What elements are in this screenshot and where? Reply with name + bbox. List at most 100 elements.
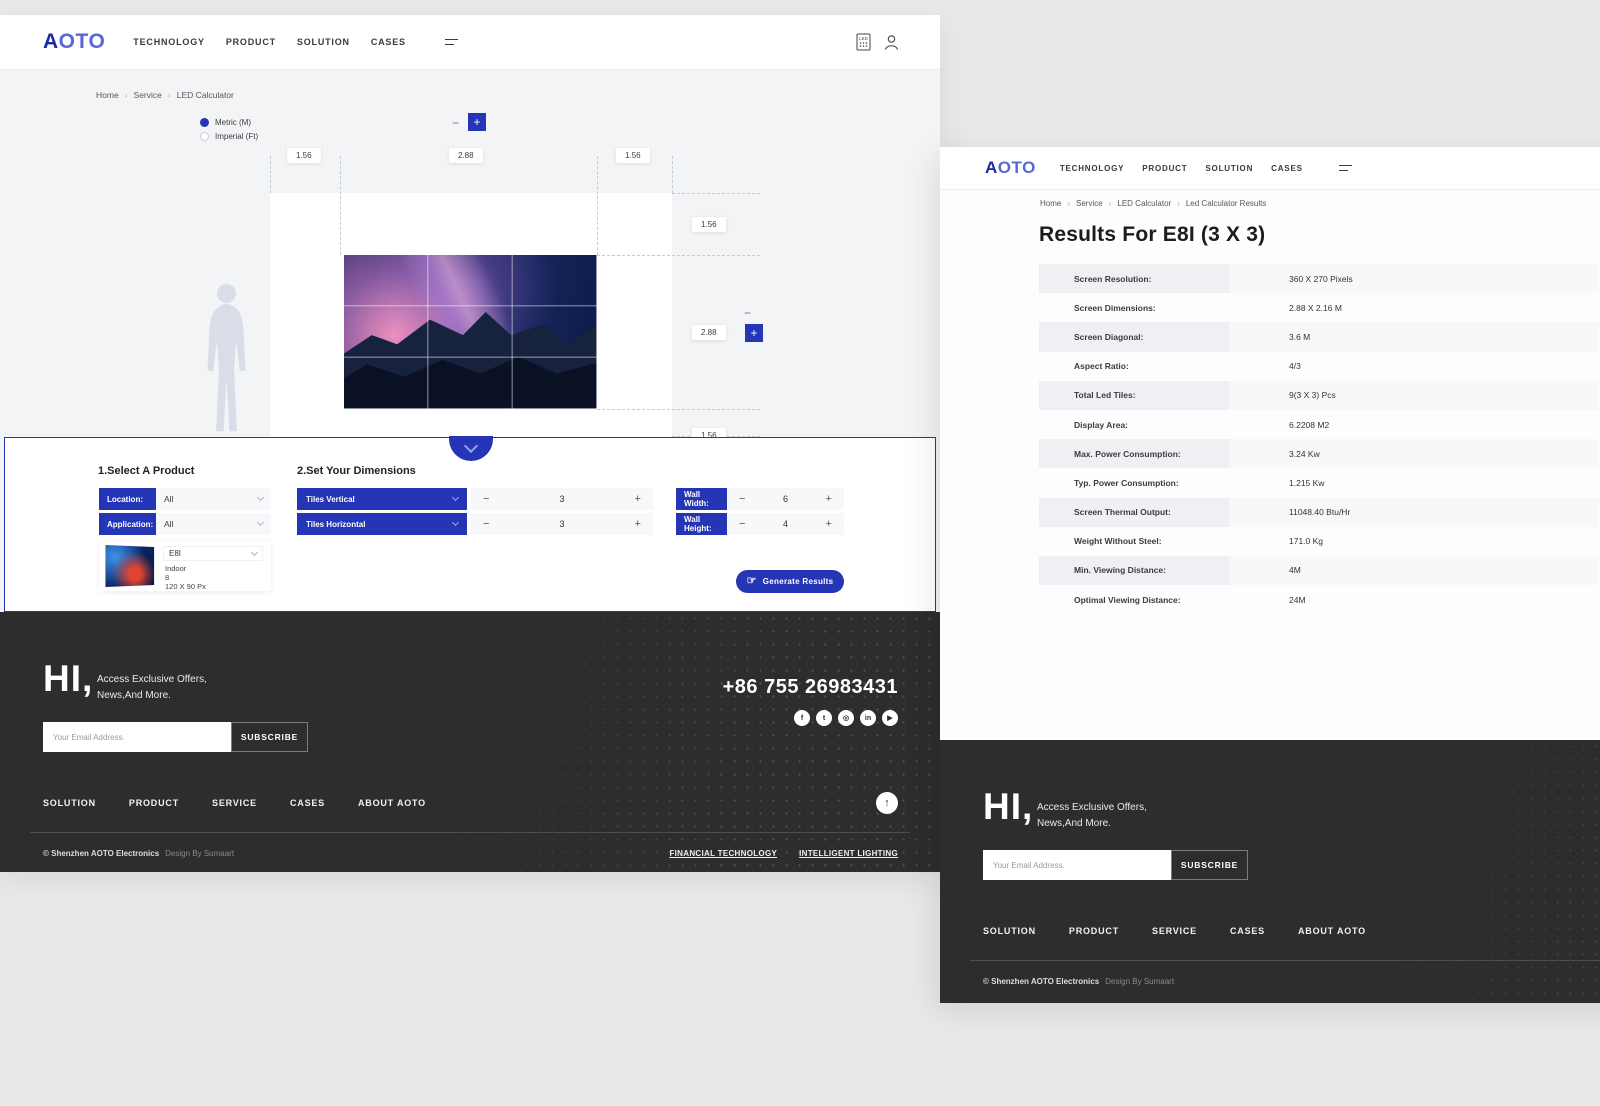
application-dropdown[interactable]: All [156, 513, 271, 535]
wall-width-increment[interactable]: + [825, 493, 832, 505]
product-type: Indoor [165, 564, 187, 573]
product-model: E8I [169, 549, 182, 558]
tiles-horizontal-decrement[interactable]: − [483, 518, 490, 530]
footer-nav-service[interactable]: SERVICE [1152, 926, 1197, 936]
nav-product[interactable]: PRODUCT [1142, 163, 1188, 173]
youtube-icon[interactable]: ▶ [882, 710, 898, 726]
row-label: Optimal Viewing Distance: [1074, 594, 1181, 605]
metric-radio-row: Metric (M) [200, 118, 251, 127]
footer-nav-about[interactable]: ABOUT AOTO [1297, 926, 1366, 936]
tiles-vertical-decrement[interactable]: − [483, 493, 490, 505]
nav-product[interactable]: PRODUCT [225, 37, 276, 47]
subscribe-button[interactable]: SUBSCRIBE [231, 722, 308, 752]
breadcrumb-home[interactable]: Home [1040, 199, 1062, 208]
linkedin-icon[interactable]: in [860, 710, 876, 726]
row-label: Weight Without Steel: [1074, 536, 1162, 547]
design-credit: Design By Sumaart [1105, 977, 1175, 986]
tiles-vertical-increment[interactable]: + [634, 493, 641, 505]
nav-technology[interactable]: TECHNOLOGY [133, 37, 205, 47]
row-label: Total Led Tiles: [1039, 380, 1229, 410]
footer-nav-product[interactable]: PRODUCT [1068, 926, 1120, 936]
product-model-dropdown[interactable]: E8I [163, 546, 263, 561]
calculator-stage: Metric (M) Imperial (Ft) − + 1.56 2.88 1… [0, 70, 940, 443]
footer-nav-cases[interactable]: CASES [289, 798, 325, 808]
instagram-icon[interactable]: ◎ [838, 710, 854, 726]
tiles-horizontal-increment[interactable]: + [634, 518, 641, 530]
table-row: Min. Viewing Distance: 4M [1039, 555, 1599, 586]
side-zoom-out-button[interactable]: − [744, 306, 752, 320]
dimension-chip-top-right: 1.56 [616, 148, 650, 163]
footer-nav-service[interactable]: SERVICE [212, 798, 257, 808]
menu-icon[interactable] [1338, 164, 1352, 173]
tiles-vertical-dropdown[interactable]: Tiles Vertical [297, 488, 467, 510]
metric-radio[interactable] [200, 118, 209, 127]
footer-nav: SOLUTION PRODUCT SERVICE CASES ABOUT AOT… [983, 926, 1366, 936]
footer-nav-about[interactable]: ABOUT AOTO [357, 798, 426, 808]
breadcrumb: Home Service LED Calculator [96, 90, 234, 100]
row-value: 3.24 Kw [1229, 439, 1599, 469]
location-label: Location: [99, 488, 156, 510]
product-pitch: 8 [165, 573, 170, 582]
imperial-label: Imperial (Ft) [215, 132, 259, 141]
led-screen-preview [344, 255, 597, 409]
wall-height-decrement[interactable]: − [739, 518, 746, 530]
footer-nav-solution[interactable]: SOLUTION [43, 798, 96, 808]
tile-grid-overlay [344, 255, 597, 409]
dimension-guide [672, 193, 760, 194]
wall-height-increment[interactable]: + [825, 518, 832, 530]
generate-results-label: Generate Results [762, 577, 834, 586]
newsletter-form: SUBSCRIBE [43, 722, 308, 752]
breadcrumb-results: Led Calculator Results [1185, 199, 1267, 208]
breadcrumb-service[interactable]: Service [133, 90, 162, 100]
aoto-logo[interactable]: AOTO [43, 30, 106, 53]
dimension-chip-top-center: 2.88 [449, 148, 483, 163]
nav-solution[interactable]: SOLUTION [296, 37, 350, 47]
nav-cases[interactable]: CASES [370, 37, 406, 47]
main-nav: TECHNOLOGY PRODUCT SOLUTION CASES [1060, 164, 1352, 173]
nav-solution[interactable]: SOLUTION [1205, 163, 1254, 173]
wall-height-label: Wall Height: [676, 513, 727, 535]
footer-tagline: Access Exclusive Offers, News,And More. [1037, 800, 1147, 832]
zoom-out-button[interactable]: − [452, 116, 460, 130]
breadcrumb-service[interactable]: Service [1076, 199, 1103, 208]
tiles-horizontal-stepper: − 3 + [471, 513, 653, 535]
row-value: 171.0 Kg [1289, 536, 1324, 547]
breadcrumb-separator [1109, 199, 1112, 208]
led-calculator-icon[interactable]: LED [855, 33, 872, 51]
intelligent-lighting-link[interactable]: INTELLIGENT LIGHTING [799, 849, 898, 858]
facebook-icon[interactable]: f [794, 710, 810, 726]
nav-cases[interactable]: CASES [1271, 163, 1303, 173]
nav-technology[interactable]: TECHNOLOGY [1059, 163, 1125, 173]
table-row: Aspect Ratio: 4/3 [1039, 352, 1599, 381]
wall-width-decrement[interactable]: − [739, 493, 746, 505]
email-input[interactable] [983, 850, 1171, 880]
breadcrumb-led-calculator[interactable]: LED Calculator [1117, 199, 1172, 208]
financial-technology-link[interactable]: FINANCIAL TECHNOLOGY [669, 849, 778, 858]
footer-nav-solution[interactable]: SOLUTION [983, 926, 1036, 936]
user-icon[interactable] [883, 33, 900, 51]
zoom-in-button[interactable]: + [468, 113, 486, 131]
results-title: Results For E8I (3 X 3) [1039, 223, 1266, 246]
generate-results-button[interactable]: ☞ Generate Results [736, 570, 844, 593]
subscribe-button[interactable]: SUBSCRIBE [1171, 850, 1248, 880]
side-zoom-in-button[interactable]: + [745, 324, 763, 342]
location-dropdown[interactable]: All [156, 488, 271, 510]
aoto-logo[interactable]: AOTO [985, 158, 1036, 177]
breadcrumb-home[interactable]: Home [96, 90, 119, 100]
table-row: Weight Without Steel: 171.0 Kg [1039, 527, 1599, 556]
footer-nav-product[interactable]: PRODUCT [128, 798, 180, 808]
table-row: Screen Resolution: 360 X 270 Pixels [1039, 264, 1599, 294]
back-to-top-button[interactable]: ↑ [876, 792, 898, 814]
menu-icon[interactable] [444, 38, 458, 47]
email-input[interactable] [43, 722, 231, 752]
copyright: © Shenzhen AOTO Electronics [43, 849, 160, 858]
twitter-icon[interactable]: t [816, 710, 832, 726]
row-value: 4M [1229, 555, 1599, 586]
dimension-guide [597, 255, 760, 256]
tiles-horizontal-dropdown[interactable]: Tiles Horizontal [297, 513, 467, 535]
breadcrumb-separator [1067, 199, 1070, 208]
footer-nav-cases[interactable]: CASES [1229, 926, 1265, 936]
collapse-panel-button[interactable] [449, 436, 493, 461]
imperial-radio[interactable] [200, 132, 209, 141]
row-value: 1.215 Kw [1289, 477, 1325, 488]
